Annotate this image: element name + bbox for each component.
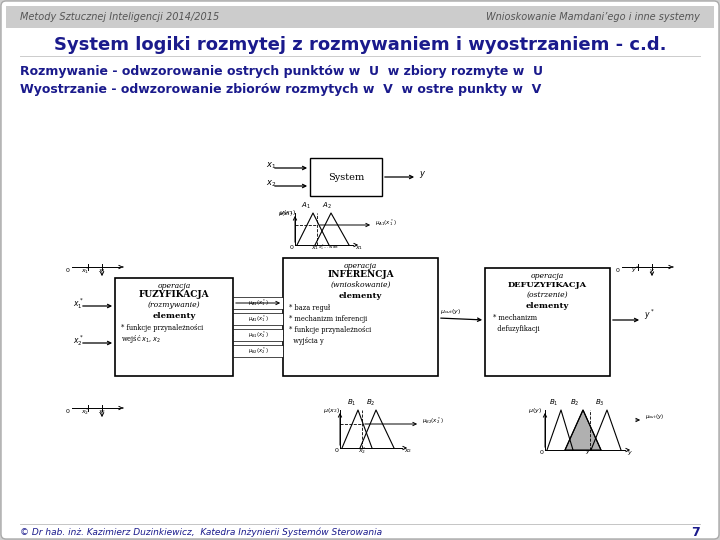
Text: operacja: operacja [344, 262, 377, 270]
Text: 0: 0 [616, 268, 620, 273]
Bar [485, 268, 610, 376]
Bar [6, 6, 714, 28]
Text: $x_2^*$: $x_2^*$ [73, 334, 84, 348]
Text: $\mu_{B2}(x_2^*)$: $\mu_{B2}(x_2^*)$ [422, 415, 444, 426]
Text: $\mu(y)$: $\mu(y)$ [528, 406, 542, 415]
Text: elementy: elementy [526, 302, 570, 310]
Text: (wnioskowanie): (wnioskowanie) [330, 281, 391, 289]
Text: 0: 0 [290, 245, 294, 250]
Text: $y^*$: $y^*$ [585, 447, 595, 457]
Text: $x_1^*$: $x_1^*$ [73, 296, 84, 312]
Text: $\mu_{A1}(x_1^*)$: $\mu_{A1}(x_1^*)$ [375, 218, 397, 228]
Text: * mechanizm: * mechanizm [493, 314, 537, 322]
Text: $x_1$: $x_1$ [355, 244, 363, 252]
Text: $A_2$: $A_2$ [322, 201, 332, 211]
Bar [233, 329, 283, 341]
Text: 0: 0 [66, 268, 70, 273]
Text: defuzyfikacji: defuzyfikacji [493, 325, 540, 333]
Text: Rozmywanie - odwzorowanie ostrych punktów w  U  w zbiory rozmyte w  U: Rozmywanie - odwzorowanie ostrych punktó… [20, 65, 543, 78]
Text: $x_2$: $x_2$ [266, 179, 276, 189]
Polygon shape [565, 410, 601, 450]
Text: $\mu(x_2)$: $\mu(x_2)$ [323, 406, 340, 415]
Text: $x_2$: $x_2$ [404, 447, 412, 455]
Text: $x_1^*$: $x_1^*$ [81, 265, 91, 276]
Bar [115, 278, 233, 376]
Text: $B_2$: $B_2$ [366, 398, 376, 408]
Text: $\mu(x_1)$: $\mu(x_1)$ [279, 208, 296, 217]
Text: $y$: $y$ [649, 267, 655, 275]
Bar [310, 158, 382, 196]
Text: operacja: operacja [531, 272, 564, 280]
Text: Wyostrzanie - odwzorowanie zbiorów rozmytych w  V  w ostre punkty w  V: Wyostrzanie - odwzorowanie zbiorów rozmy… [20, 84, 541, 97]
Text: elementy: elementy [153, 312, 196, 320]
Text: wejść $x_1, x_2$: wejść $x_1, x_2$ [121, 333, 161, 345]
Text: * funkcje przynależności: * funkcje przynależności [289, 326, 372, 334]
Bar [233, 345, 283, 357]
Text: 0: 0 [540, 450, 544, 455]
Text: DEFUZYFIKACJA: DEFUZYFIKACJA [508, 281, 587, 289]
Text: INFERENCJA: INFERENCJA [327, 270, 394, 279]
Text: FUZYFIKACJA: FUZYFIKACJA [139, 290, 210, 299]
Text: $B_1$: $B_1$ [549, 398, 559, 408]
Text: $x_1$: $x_1$ [98, 267, 106, 275]
Text: $x_2^*$: $x_2^*$ [359, 445, 367, 456]
Text: elementy: elementy [339, 292, 382, 300]
Text: 0: 0 [335, 448, 339, 453]
Text: $y$: $y$ [627, 449, 633, 457]
Bar [233, 297, 283, 309]
Text: $x_2$: $x_2$ [98, 408, 106, 416]
Text: $\mu_{A1}(x_1^*)$: $\mu_{A1}(x_1^*)$ [248, 314, 269, 325]
Text: * baza reguł: * baza reguł [289, 304, 330, 312]
Text: operacja: operacja [158, 282, 191, 290]
Text: $\mu_{out}(y)$: $\mu_{out}(y)$ [645, 412, 664, 421]
Text: * mechanizm inferencji: * mechanizm inferencji [289, 315, 367, 323]
Text: $\mu_{out}(y)$: $\mu_{out}(y)$ [440, 307, 462, 316]
Text: $\mu_{A1}(x_1^*)$: $\mu_{A1}(x_1^*)$ [248, 298, 269, 308]
Text: $B_2$: $B_2$ [570, 398, 580, 408]
Text: * funkcje przynależności: * funkcje przynależności [121, 324, 203, 332]
Bar [233, 313, 283, 325]
Text: (rozmywanie): (rozmywanie) [148, 301, 200, 309]
Text: $x_1^*$... wait: $x_1^*$... wait [318, 242, 339, 253]
Text: System logiki rozmytej z rozmywaniem i wyostrzaniem - c.d.: System logiki rozmytej z rozmywaniem i w… [54, 36, 666, 54]
Text: $\mu_{B1}(x_2^*)$: $\mu_{B1}(x_2^*)$ [248, 329, 269, 340]
Text: $A_1$: $A_1$ [301, 201, 311, 211]
Text: wyjścia y: wyjścia y [289, 337, 324, 345]
Text: 7: 7 [691, 525, 700, 538]
Text: Metody Sztucznej Inteligencji 2014/2015: Metody Sztucznej Inteligencji 2014/2015 [20, 12, 220, 22]
Text: $y^*$: $y^*$ [644, 308, 654, 322]
Text: 0: 0 [66, 409, 70, 414]
Text: $\mu(x_1)$: $\mu(x_1)$ [278, 209, 293, 218]
Bar [283, 258, 438, 376]
Text: $B_1$: $B_1$ [347, 398, 356, 408]
Text: $x_1$: $x_1$ [266, 161, 276, 171]
Text: Wnioskowanie Mamdani’ego i inne systemy: Wnioskowanie Mamdani’ego i inne systemy [486, 12, 700, 22]
Text: $y$: $y$ [419, 170, 426, 180]
Text: $x_2^*$: $x_2^*$ [81, 406, 91, 417]
Text: $x_1$: $x_1$ [311, 244, 319, 252]
Text: $y^*$: $y^*$ [631, 265, 641, 275]
Text: (ostrzenie): (ostrzenie) [527, 291, 568, 299]
Text: $B_3$: $B_3$ [595, 398, 605, 408]
Text: $\mu_{B2}(x_2^*)$: $\mu_{B2}(x_2^*)$ [248, 346, 269, 356]
Text: © Dr hab. inż. Kazimierz Duzinkiewicz,  Katedra Inżynierii Systemów Sterowania: © Dr hab. inż. Kazimierz Duzinkiewicz, K… [20, 527, 382, 537]
Text: System: System [328, 172, 364, 181]
